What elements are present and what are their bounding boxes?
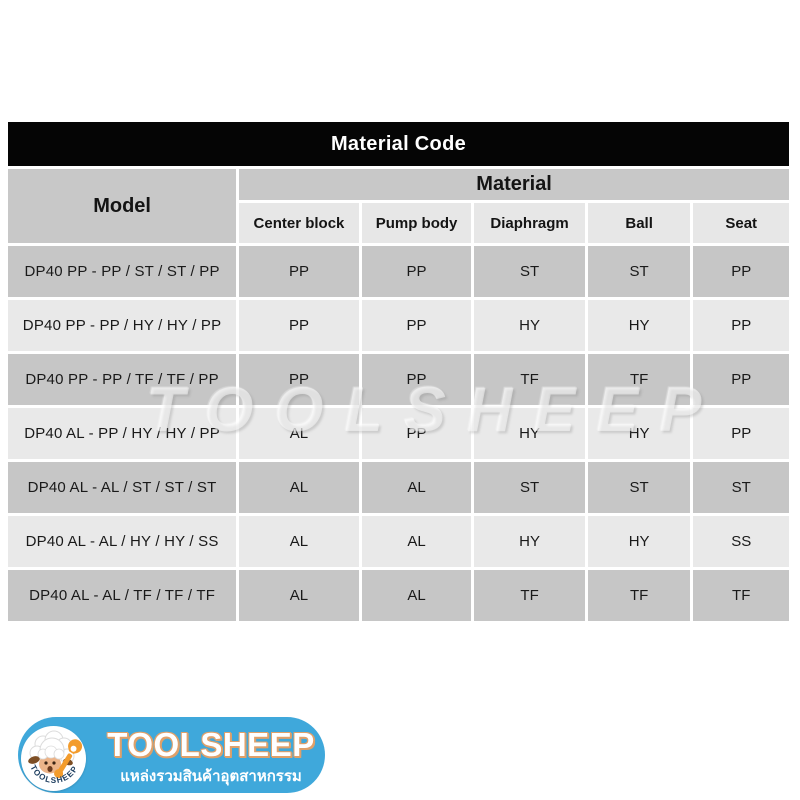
value-cell: ST [587,246,691,297]
value-cell: HY [474,408,585,459]
value-cell: PP [239,246,359,297]
column-header-diaphragm: Diaphragm [474,203,585,243]
value-cell: AL [239,516,359,567]
table-row: DP40 PP - PP / ST / ST / PP PP PP ST ST … [8,246,789,297]
value-cell: PP [361,300,472,351]
value-cell: PP [239,300,359,351]
model-cell: DP40 AL - PP / HY / HY / PP [8,408,237,459]
value-cell: TF [693,570,789,621]
model-cell: DP40 PP - PP / TF / TF / PP [8,354,237,405]
table-row: DP40 PP - PP / HY / HY / PP PP PP HY HY … [8,300,789,351]
model-cell: DP40 AL - AL / ST / ST / ST [8,462,237,513]
wrench-icon [54,739,83,779]
brand-name: TOOLSHEEP [107,726,315,763]
model-cell: DP40 PP - PP / HY / HY / PP [8,300,237,351]
table-row: DP40 AL - AL / TF / TF / TF AL AL TF TF … [8,570,789,621]
table-row: DP40 PP - PP / TF / TF / PP PP PP TF TF … [8,354,789,405]
value-cell: HY [587,516,691,567]
value-cell: AL [361,516,472,567]
value-cell: TF [587,354,691,405]
model-cell: DP40 AL - AL / HY / HY / SS [8,516,237,567]
brand-tagline: แหล่งรวมสินค้าอุตสาหกรรม [120,768,302,785]
value-cell: TF [474,354,585,405]
column-header-pump-body: Pump body [361,203,472,243]
value-cell: HY [474,516,585,567]
column-group-material: Material [239,169,789,200]
value-cell: HY [587,300,691,351]
table-subheader-row: Center block Pump body Diaphragm Ball Se… [8,203,789,243]
value-cell: PP [239,354,359,405]
model-cell: DP40 AL - AL / TF / TF / TF [8,570,237,621]
column-header-center-block: Center block [239,203,359,243]
value-cell: PP [693,408,789,459]
table-row: DP40 AL - AL / ST / ST / ST AL AL ST ST … [8,462,789,513]
material-code-table: Material Code Model Material Center bloc… [5,119,792,624]
table-title: Material Code [8,122,789,166]
sheep-icon: TOOLSHEEP [28,730,83,785]
value-cell: ST [587,462,691,513]
value-cell: PP [361,408,472,459]
value-cell: PP [693,300,789,351]
value-cell: AL [239,408,359,459]
value-cell: ST [693,462,789,513]
value-cell: PP [693,246,789,297]
column-header-ball: Ball [587,203,691,243]
value-cell: PP [693,354,789,405]
column-header-seat: Seat [693,203,789,243]
table-row: DP40 AL - AL / HY / HY / SS AL AL HY HY … [8,516,789,567]
value-cell: PP [361,246,472,297]
sheep-badge: TOOLSHEEP [21,726,86,791]
value-cell: HY [587,408,691,459]
value-cell: PP [361,354,472,405]
table-row: DP40 AL - PP / HY / HY / PP AL PP HY HY … [8,408,789,459]
column-header-model: Model [8,169,237,243]
value-cell: ST [474,462,585,513]
value-cell: HY [474,300,585,351]
model-cell: DP40 PP - PP / ST / ST / PP [8,246,237,297]
value-cell: ST [474,246,585,297]
value-cell: AL [361,462,472,513]
value-cell: AL [239,462,359,513]
value-cell: TF [587,570,691,621]
toolsheep-logo: TOOLSHEEP TOOLSHEEP แหล่งรวมสินค้าอุตสาห… [18,717,325,793]
table-title-row: Material Code [8,122,789,166]
value-cell: AL [361,570,472,621]
table-header-row: Model Material [8,169,789,243]
value-cell: TF [474,570,585,621]
value-cell: AL [239,570,359,621]
value-cell: SS [693,516,789,567]
